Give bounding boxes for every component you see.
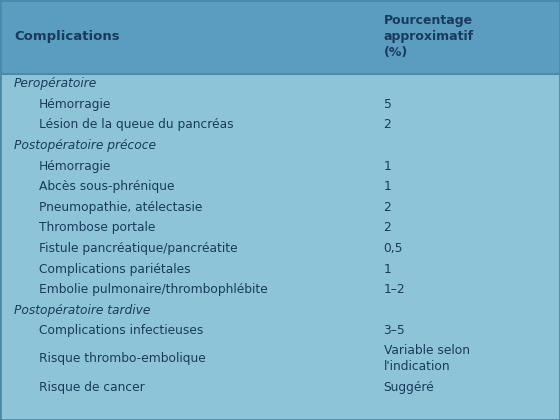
Text: Variable selon
l'indication: Variable selon l'indication: [384, 344, 470, 373]
Text: 1: 1: [384, 262, 391, 276]
Text: Hémorragie: Hémorragie: [39, 160, 111, 173]
Text: Suggéré: Suggéré: [384, 381, 435, 394]
Text: Pourcentage
approximatif
(%): Pourcentage approximatif (%): [384, 14, 474, 59]
Text: Abcès sous-phrénique: Abcès sous-phrénique: [39, 180, 175, 193]
Text: Complications pariétales: Complications pariétales: [39, 262, 191, 276]
Text: Pneumopathie, atélectasie: Pneumopathie, atélectasie: [39, 201, 203, 214]
Text: Peropératoire: Peropératoire: [14, 77, 97, 90]
Text: Lésion de la queue du pancréas: Lésion de la queue du pancréas: [39, 118, 234, 131]
Text: Complications infectieuses: Complications infectieuses: [39, 324, 204, 337]
Text: Complications: Complications: [14, 30, 120, 43]
Text: Risque de cancer: Risque de cancer: [39, 381, 145, 394]
Text: 3–5: 3–5: [384, 324, 405, 337]
Text: Postopératoire tardive: Postopératoire tardive: [14, 304, 151, 317]
Text: Hémorragie: Hémorragie: [39, 98, 111, 111]
Text: 1: 1: [384, 160, 391, 173]
Text: Embolie pulmonaire/thrombophlébite: Embolie pulmonaire/thrombophlébite: [39, 283, 268, 296]
Text: 5: 5: [384, 98, 391, 111]
Text: Fistule pancréatique/pancréatite: Fistule pancréatique/pancréatite: [39, 242, 238, 255]
Text: 1–2: 1–2: [384, 283, 405, 296]
Text: 2: 2: [384, 221, 391, 234]
Text: Thrombose portale: Thrombose portale: [39, 221, 156, 234]
Text: Risque thrombo-embolique: Risque thrombo-embolique: [39, 352, 206, 365]
Text: 2: 2: [384, 201, 391, 214]
Text: 2: 2: [384, 118, 391, 131]
Text: Postopératoire précoce: Postopératoire précoce: [14, 139, 156, 152]
Text: 1: 1: [384, 180, 391, 193]
Bar: [0, 0, 560, 74]
Text: 0,5: 0,5: [384, 242, 403, 255]
